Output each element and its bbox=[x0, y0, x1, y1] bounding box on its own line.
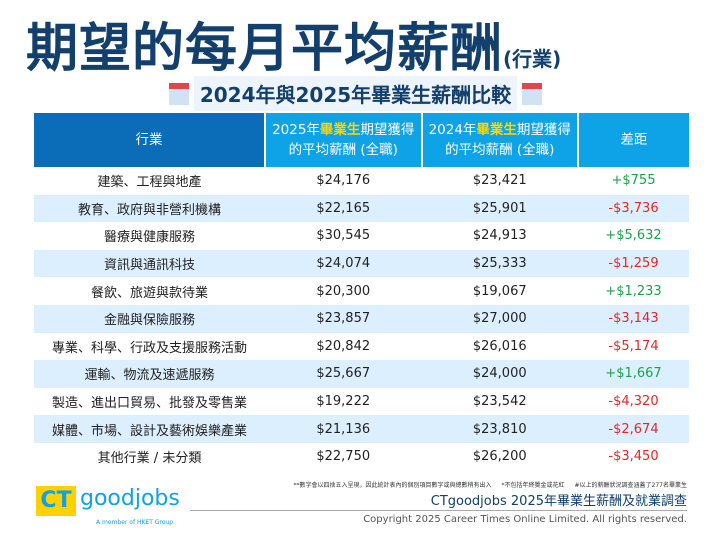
source: CTgoodjobs 2025年畢業生薪酬及就業調查 bbox=[430, 494, 687, 509]
footnote: #以上的薪酬狀況調查涵蓋了277名畢業生 bbox=[574, 482, 687, 489]
table-row: 醫療與健康服務 $30,545 $24,913 +$5,632 bbox=[34, 222, 689, 250]
industry-cell: 專業、科學、行政及支援服務活動 bbox=[51, 340, 247, 356]
title-suffix: (行業) bbox=[503, 47, 562, 71]
salary-2025-cell: $21,136 bbox=[265, 415, 422, 443]
salary-2025-cell: $22,750 bbox=[316, 449, 371, 465]
divider bbox=[190, 510, 687, 511]
salary-2024-cell: $26,016 bbox=[472, 338, 527, 354]
diff-cell: -$3,143 bbox=[578, 304, 689, 333]
header-2025: 2025年畢業生期望獲得 的平均薪酬 (全職) bbox=[264, 113, 422, 167]
table-row: 其他行業 / 未分類 $22,750 $26,200 -$3,450 bbox=[34, 443, 689, 471]
salary-2024-cell: $23,810 bbox=[421, 415, 578, 443]
table-row: 金融與保險服務 $23,857 $27,000 -$3,143 bbox=[34, 304, 689, 333]
diff-cell: -$1,259 bbox=[578, 249, 689, 278]
diff-cell: +$1,233 bbox=[605, 283, 662, 299]
salary-2025-cell: $25,667 bbox=[265, 360, 422, 388]
industry-cell: 其他行業 / 未分類 bbox=[97, 451, 202, 467]
industry-cell: 媒體、市場、設計及藝術娛樂產業 bbox=[34, 415, 265, 443]
diff-cell: -$4,320 bbox=[608, 394, 659, 410]
table-row: 媒體、市場、設計及藝術娛樂產業 $21,136 $23,810 -$2,674 bbox=[34, 415, 689, 443]
title-text: 期望的每月平均薪酬 bbox=[26, 19, 504, 79]
table-row: 教育、政府與非營利機構 $22,165 $25,901 -$3,736 bbox=[34, 194, 689, 223]
salary-2024-cell: $24,000 bbox=[421, 360, 578, 388]
calendar-icon bbox=[168, 82, 189, 105]
industry-cell: 資訊與通訊科技 bbox=[34, 249, 265, 278]
salary-2024-cell: $26,200 bbox=[472, 449, 527, 465]
header-2024: 2024年畢業生期望獲得 的平均薪酬 (全職) bbox=[420, 113, 578, 167]
subtitle: 2024年與2025年畢業生薪酬比較 bbox=[0, 76, 711, 111]
diff-cell: -$5,174 bbox=[608, 338, 659, 354]
logo-ct: CT bbox=[36, 486, 76, 516]
footnote: **數字會以四捨五入呈現，因此統計表內的個別項目數字或與總數稍有出入 bbox=[293, 482, 492, 489]
salary-2025-cell: $24,074 bbox=[265, 249, 422, 278]
salary-2025-cell: $22,165 bbox=[265, 194, 422, 223]
salary-2024-cell: $24,913 bbox=[472, 228, 527, 244]
table-row: 建築、工程與地產 $24,176 $23,421 +$755 bbox=[34, 167, 689, 195]
industry-cell: 建築、工程與地產 bbox=[97, 175, 202, 191]
industry-cell: 金融與保險服務 bbox=[34, 304, 265, 333]
diff-cell: -$3,736 bbox=[578, 194, 689, 223]
diff-cell: +$755 bbox=[611, 173, 656, 189]
industry-cell: 教育、政府與非營利機構 bbox=[34, 194, 265, 223]
salary-table: 行業 2025年畢業生期望獲得 的平均薪酬 (全職) 2024年畢業生期望獲得 的平… bbox=[34, 113, 689, 471]
header-industry: 行業 bbox=[34, 113, 265, 167]
diff-cell: -$2,674 bbox=[578, 415, 689, 443]
salary-2025-cell: $23,857 bbox=[265, 304, 422, 333]
table-row: 專業、科學、行政及支援服務活動 $20,842 $26,016 -$5,174 bbox=[34, 333, 689, 361]
salary-2024-cell: $23,542 bbox=[472, 394, 527, 410]
salary-2025-cell: $20,300 bbox=[316, 283, 371, 299]
calendar-icon bbox=[522, 82, 543, 105]
salary-2024-cell: $25,333 bbox=[421, 249, 578, 278]
salary-2025-cell: $19,222 bbox=[316, 394, 371, 410]
salary-2025-cell: $30,545 bbox=[316, 228, 371, 244]
industry-cell: 醫療與健康服務 bbox=[103, 230, 195, 246]
salary-2025-cell: $24,176 bbox=[316, 173, 371, 189]
page-title: 期望的每月平均薪酬(行業) bbox=[26, 6, 561, 81]
industry-cell: 製造、進出口貿易、批發及零售業 bbox=[51, 396, 247, 412]
diff-cell: +$5,632 bbox=[605, 228, 662, 244]
table-row: 運輸、物流及速遞服務 $25,667 $24,000 +$1,667 bbox=[34, 360, 689, 388]
footnotes: **數字會以四捨五入呈現，因此統計表內的個別項目數字或與總數稍有出入 *不包括年終… bbox=[283, 480, 687, 489]
header-diff: 差距 bbox=[577, 113, 689, 167]
table-row: 資訊與通訊科技 $24,074 $25,333 -$1,259 bbox=[34, 249, 689, 278]
table-row: 餐飲、旅遊與款待業 $20,300 $19,067 +$1,233 bbox=[34, 277, 689, 305]
diff-cell: +$1,667 bbox=[578, 360, 689, 388]
subtitle-text: 2024年與2025年畢業生薪酬比較 bbox=[193, 76, 518, 111]
salary-2024-cell: $27,000 bbox=[421, 304, 578, 333]
industry-cell: 餐飲、旅遊與款待業 bbox=[90, 285, 208, 301]
logo-member: A member of HKET Group bbox=[96, 519, 174, 526]
table-row: 製造、進出口貿易、批發及零售業 $19,222 $23,542 -$4,320 bbox=[34, 388, 689, 416]
salary-2024-cell: $23,421 bbox=[472, 173, 527, 189]
salary-2024-cell: $19,067 bbox=[472, 283, 527, 299]
diff-cell: -$3,450 bbox=[608, 449, 659, 465]
copyright: Copyright 2025 Career Times Online Limit… bbox=[363, 514, 687, 525]
salary-2025-cell: $20,842 bbox=[316, 338, 371, 354]
footnote: *不包括年終獎金或花紅 bbox=[501, 482, 565, 489]
salary-2024-cell: $25,901 bbox=[421, 194, 578, 223]
industry-cell: 運輸、物流及速遞服務 bbox=[34, 360, 265, 388]
logo-goodjobs: goodjobs bbox=[80, 486, 180, 511]
